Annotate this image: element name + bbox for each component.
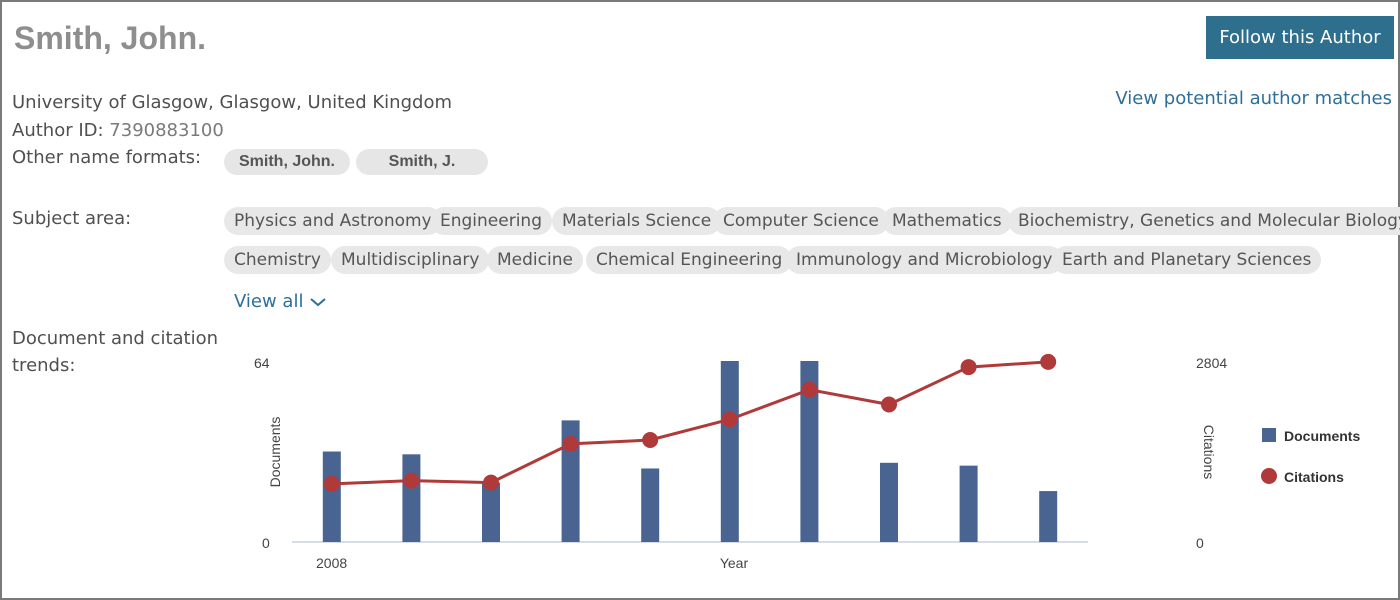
documents-bar	[641, 468, 660, 542]
x-first-tick-label: 2008	[316, 555, 347, 571]
subject-chip[interactable]: Physics and Astronomy	[224, 207, 442, 235]
x-axis-label: Year	[720, 555, 749, 571]
view-all-label: View all	[234, 291, 304, 312]
author-affiliation: University of Glasgow, Glasgow, United K…	[12, 92, 452, 113]
author-id-row: Author ID: 7390883100	[12, 120, 224, 141]
documents-bar	[561, 420, 580, 542]
citations-point	[801, 381, 818, 398]
view-author-matches-link[interactable]: View potential author matches	[1115, 88, 1392, 109]
name-formats-label: Other name formats:	[12, 147, 202, 168]
chevron-down-icon	[310, 297, 327, 306]
subject-chip[interactable]: Medicine	[487, 246, 583, 274]
subject-chip[interactable]: Earth and Planetary Sciences	[1052, 246, 1322, 274]
citations-point	[562, 435, 579, 452]
citations-point	[483, 474, 499, 491]
documents-bar	[482, 482, 500, 542]
subject-chip[interactable]: Multidisciplinary	[331, 246, 490, 274]
documents-bar	[959, 465, 978, 542]
trends-label-line2: trends:	[12, 355, 76, 376]
citations-point	[642, 432, 659, 449]
y-right-min-label: 0	[1196, 535, 1204, 551]
y-left-max-label: 64	[254, 355, 270, 371]
citations-point	[1040, 353, 1057, 370]
subject-chip[interactable]: Chemical Engineering	[586, 246, 793, 274]
documents-bars	[322, 361, 1058, 542]
subject-chip[interactable]: Engineering	[430, 207, 552, 235]
documents-bar	[800, 361, 819, 542]
subject-chip[interactable]: Chemistry	[224, 246, 331, 274]
documents-bar	[880, 462, 898, 542]
subject-chip[interactable]: Materials Science	[552, 207, 722, 235]
subject-chip[interactable]: Mathematics	[882, 207, 1012, 235]
y-right-max-label: 2804	[1196, 355, 1227, 371]
author-id-label: Author ID:	[12, 120, 104, 141]
trends-label: Document and citation trends:	[12, 325, 218, 379]
name-format-chip: Smith, John.	[224, 149, 350, 175]
citations-point	[960, 359, 977, 376]
name-format-chip: Smith, J.	[356, 149, 488, 175]
citations-point	[403, 472, 420, 489]
documents-bar	[322, 451, 341, 542]
documents-bar	[1039, 491, 1058, 542]
y-left-min-label: 0	[262, 535, 270, 551]
y-left-axis-label: Documents	[267, 417, 283, 488]
subject-chip[interactable]: Immunology and Microbiology	[786, 246, 1063, 274]
subject-chip[interactable]: Computer Science	[713, 207, 889, 235]
documents-bar	[402, 454, 421, 542]
y-right-axis-label: Citations	[1201, 425, 1217, 479]
citations-line	[331, 360, 1049, 486]
subject-chip[interactable]: Biochemistry, Genetics and Molecular Bio…	[1008, 207, 1400, 235]
follow-author-button[interactable]: Follow this Author	[1206, 16, 1394, 59]
legend-citations-swatch	[1261, 468, 1277, 484]
citations-point	[721, 411, 738, 428]
legend-documents-label: Documents	[1284, 428, 1360, 444]
citations-point	[881, 396, 897, 413]
subject-area-label: Subject area:	[12, 208, 132, 229]
legend-documents-swatch	[1262, 428, 1276, 442]
citations-point	[323, 475, 340, 492]
trends-label-line1: Document and citation	[12, 328, 219, 349]
legend-citations-label: Citations	[1284, 469, 1344, 485]
author-id-value: 7390883100	[109, 120, 224, 141]
author-name: Smith, John.	[14, 20, 206, 56]
view-all-subjects-link[interactable]: View all	[234, 291, 327, 312]
citations-points	[323, 353, 1057, 492]
documents-bar	[720, 361, 739, 542]
